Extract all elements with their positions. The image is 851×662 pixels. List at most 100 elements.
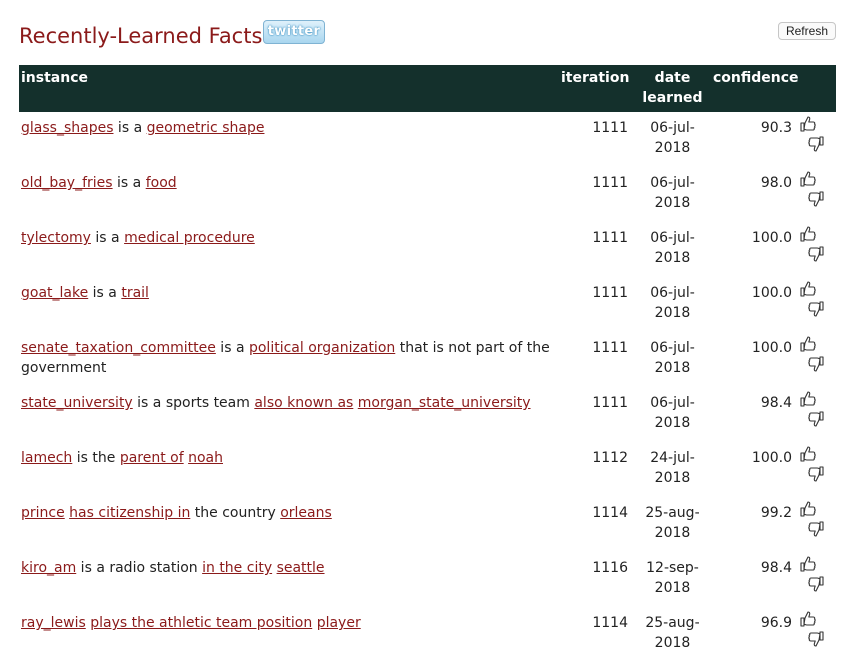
table-row: glass_shapes is a geometric shape 1111 06-… [19,112,836,167]
thumbs-up-icon[interactable] [798,499,818,519]
iteration-cell: 1114 [592,505,628,521]
fact-link[interactable]: plays the athletic team position [90,615,313,631]
thumbs-down-icon[interactable] [806,519,826,539]
thumbs-up-icon[interactable] [798,334,818,354]
date-year: 2018 [654,470,691,486]
fact-link[interactable]: old_bay_fries [21,175,113,191]
instance-cell: state_university is a sports team also k… [19,387,559,442]
fact-text: is a [112,175,146,191]
fact-text: is a [88,285,122,301]
instance-cell: prince has citizenship in the country or… [19,497,559,552]
fact-link[interactable]: trail [121,285,149,301]
thumbs-down-icon[interactable] [806,134,826,154]
twitter-logo[interactable]: twitter [263,20,325,44]
date-learned-cell: 06-jul- 2018 [634,387,711,442]
thumbs-down-icon[interactable] [806,464,826,484]
instance-cell: kiro_am is a radio station in the city s… [19,552,559,607]
refresh-button[interactable]: Refresh [777,22,836,40]
thumbs-down-icon[interactable] [806,189,826,209]
confidence-cell: 100.0 [751,340,792,356]
date-day-month: 06-jul- [650,285,695,301]
fact-link[interactable]: noah [188,450,223,466]
facts-table: instance iteration date learned confiden… [19,65,836,662]
instance-cell: glass_shapes is a geometric shape [19,112,559,167]
date-learned-cell: 06-jul- 2018 [634,277,711,332]
confidence-cell: 96.9 [760,615,792,631]
thumbs-down-icon[interactable] [806,409,826,429]
date-year: 2018 [654,305,691,321]
thumbs-up-icon[interactable] [798,389,818,409]
fact-link[interactable]: glass_shapes [21,120,114,136]
fact-link[interactable]: senate_taxation_committee [21,340,216,356]
thumbs-down-icon[interactable] [806,244,826,264]
fact-link[interactable]: ray_lewis [21,615,86,631]
fact-link[interactable]: state_university [21,395,133,411]
table-row: kiro_am is a radio station in the city s… [19,552,836,607]
thumbs-up-icon[interactable] [798,609,818,629]
table-row: prince has citizenship in the country or… [19,497,836,552]
vote-cell [796,497,836,552]
date-learned-cell: 06-jul- 2018 [634,167,711,222]
column-header-instance: instance [21,70,88,86]
fact-link[interactable]: geometric shape [146,120,265,136]
table-header-row: instance iteration date learned confiden… [19,65,836,112]
fact-link[interactable]: lamech [21,450,73,466]
fact-link[interactable]: parent of [119,450,184,466]
thumbs-down-icon[interactable] [806,299,826,319]
date-day-month: 25-aug- [645,505,700,521]
fact-link[interactable]: food [145,175,177,191]
vote-cell [796,167,836,222]
instance-cell: lamech is the parent of noah [19,442,559,497]
thumbs-down-icon[interactable] [806,629,826,649]
instance-cell: old_bay_fries is a food [19,167,559,222]
vote-cell [796,607,836,662]
confidence-cell: 100.0 [751,230,792,246]
date-year: 2018 [654,525,691,541]
fact-link[interactable]: seattle [276,560,325,576]
vote-cell [796,277,836,332]
iteration-cell: 1116 [592,560,628,576]
date-learned-cell: 06-jul- 2018 [634,332,711,387]
thumbs-up-icon[interactable] [798,169,818,189]
date-year: 2018 [654,415,691,431]
fact-text: the country [190,505,281,521]
iteration-cell: 1114 [592,615,628,631]
thumbs-up-icon[interactable] [798,279,818,299]
date-year: 2018 [654,140,691,156]
confidence-cell: 100.0 [751,450,792,466]
vote-cell [796,387,836,442]
fact-link[interactable]: in the city [202,560,273,576]
thumbs-up-icon[interactable] [798,114,818,134]
fact-link[interactable]: morgan_state_university [357,395,531,411]
fact-link[interactable]: tylectomy [21,230,91,246]
thumbs-down-icon[interactable] [806,354,826,374]
thumbs-up-icon[interactable] [798,554,818,574]
date-day-month: 06-jul- [650,340,695,356]
confidence-cell: 99.2 [760,505,792,521]
page-title: Recently-Learned Facts [19,24,263,48]
fact-link[interactable]: orleans [280,505,332,521]
fact-link[interactable]: political organization [248,340,396,356]
instance-cell: senate_taxation_committee is a political… [19,332,559,387]
thumbs-up-icon[interactable] [798,224,818,244]
fact-link[interactable]: has citizenship in [69,505,191,521]
fact-link[interactable]: prince [21,505,65,521]
fact-link[interactable]: player [316,615,361,631]
date-year: 2018 [654,195,691,211]
fact-text: is a [215,340,249,356]
fact-link[interactable]: medical procedure [124,230,255,246]
date-learned-cell: 06-jul- 2018 [634,112,711,167]
fact-link[interactable]: also known as [254,395,354,411]
date-year: 2018 [654,635,691,651]
fact-link[interactable]: kiro_am [21,560,77,576]
iteration-cell: 1111 [592,175,628,191]
date-day-month: 25-aug- [645,615,700,631]
confidence-cell: 98.4 [760,395,792,411]
date-learned-cell: 12-sep- 2018 [634,552,711,607]
table-row: old_bay_fries is a food 1111 06-jul- 2018 98… [19,167,836,222]
table-row: tylectomy is a medical procedure 1111 06-j… [19,222,836,277]
fact-text: is a radio station [76,560,203,576]
thumbs-up-icon[interactable] [798,444,818,464]
fact-link[interactable]: goat_lake [21,285,89,301]
thumbs-down-icon[interactable] [806,574,826,594]
